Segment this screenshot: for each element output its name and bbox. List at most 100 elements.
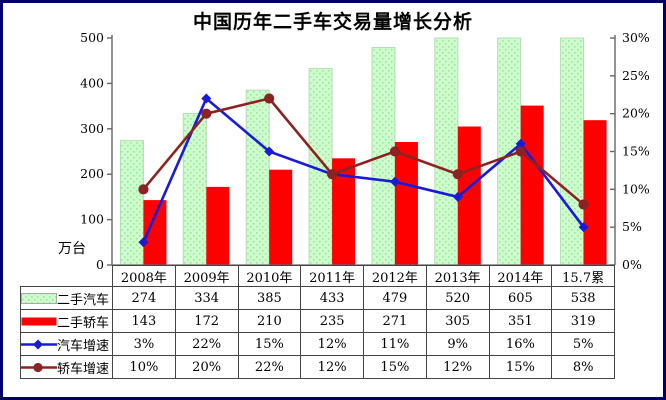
value-cell: 11%: [363, 332, 427, 356]
year-header-cell: 2014年: [488, 265, 553, 287]
value-cell: 385: [237, 286, 302, 310]
circle-marker-icon: [578, 199, 589, 210]
value-cell: 143: [112, 309, 176, 333]
left-axis-tick-label: 100: [80, 212, 104, 227]
left-axis-tick-label: 0: [96, 257, 104, 272]
legend-cell: 二手轿车: [20, 309, 113, 333]
used-car-bar: [560, 37, 585, 266]
diamond-marker-icon: [201, 93, 212, 104]
value-cell: 20%: [174, 355, 239, 379]
table-row: 二手汽车 274 334 385 433 479 520 605 538: [20, 286, 615, 310]
left-axis-unit-label: 万台: [58, 241, 86, 257]
used-sedan-bar: [143, 200, 167, 265]
value-cell: 22%: [174, 332, 239, 356]
year-header-cell: 2013年: [425, 265, 490, 287]
circle-marker-icon: [201, 108, 212, 119]
right-axis-tick-label: 20%: [622, 106, 650, 121]
left-axis-tick-label: 400: [80, 75, 104, 90]
year-header-cell: 15.7累: [551, 265, 615, 287]
red-bar-swatch-icon: [21, 317, 57, 325]
circle-growth-line: [142, 97, 585, 206]
value-cell: 10%: [112, 355, 176, 379]
value-cell: 5%: [551, 332, 615, 356]
circle-marker-icon: [389, 146, 401, 157]
value-cell: 15%: [237, 332, 302, 356]
used-car-bar: [245, 89, 270, 266]
legend-label: 汽车增速: [57, 338, 110, 354]
value-cell: 12%: [300, 355, 364, 379]
circle-marker-icon: [452, 169, 463, 180]
value-cell: 319: [551, 309, 615, 333]
value-cell: 8%: [551, 355, 615, 379]
value-cell: 351: [488, 309, 553, 333]
value-cell: 16%: [488, 332, 553, 356]
circle-marker-icon: [264, 93, 275, 104]
value-cell: 3%: [112, 332, 176, 356]
year-header-cell: 2009年: [174, 265, 239, 287]
left-axis-tick-label: 500: [80, 30, 104, 45]
year-header-cell: 2010年: [237, 265, 302, 287]
value-cell: 22%: [237, 355, 302, 379]
table-row: 汽车增速 3% 22% 15% 12% 11% 9% 16% 5%: [20, 332, 615, 356]
diamond-growth-line: [142, 96, 585, 243]
used-sedan-bar: [520, 105, 544, 265]
used-car-bar: [434, 37, 459, 266]
legend-label: 二手汽车: [57, 292, 110, 308]
year-header-cell: 2011年: [300, 265, 364, 287]
diamond-marker-icon: [515, 138, 526, 149]
year-header-cell: 2008年: [112, 265, 176, 287]
value-cell: 9%: [425, 332, 490, 356]
left-axis-tick-label: 200: [80, 166, 104, 181]
legend-cell: 汽车增速: [20, 332, 113, 356]
table-corner-cell: [21, 266, 113, 287]
diamond-marker-icon: [452, 191, 463, 202]
value-cell: 605: [488, 286, 553, 310]
right-axis-tick-label: 0%: [622, 257, 642, 272]
darkred-line-swatch-icon: [21, 362, 57, 372]
right-axis-tick-label: 25%: [622, 68, 650, 83]
diamond-marker-icon: [578, 222, 589, 233]
value-cell: 433: [300, 286, 364, 310]
used-sedan-bar: [332, 158, 356, 265]
value-cell: 274: [112, 286, 176, 310]
table-row: 轿车增速 10% 20% 22% 12% 15% 12% 15% 8%: [20, 355, 615, 379]
green-bar-swatch-icon: [21, 292, 57, 304]
diamond-marker-icon: [138, 237, 149, 248]
used-car-bar: [119, 140, 144, 266]
table-header-row: 2008年 2009年 2010年 2011年 2012年 2013年 2014年 15.7累: [21, 265, 615, 287]
used-sedan-bar: [457, 126, 481, 265]
value-cell: 15%: [363, 355, 427, 379]
value-cell: 12%: [300, 332, 364, 356]
value-cell: 305: [425, 309, 490, 333]
right-axis-tick-label: 15%: [622, 144, 650, 159]
circle-marker-icon: [515, 146, 526, 157]
legend-cell: 轿车增速: [20, 355, 113, 379]
data-table: 2008年 2009年 2010年 2011年 2012年 2013年 2014年 15.7累…: [20, 265, 615, 379]
used-sedan-bar: [269, 169, 293, 265]
right-axis-tick-label: 10%: [622, 181, 650, 196]
legend-label: 轿车增速: [57, 361, 110, 377]
used-sedan-bar: [394, 142, 418, 265]
value-cell: 172: [174, 309, 239, 333]
diamond-marker-icon: [389, 176, 400, 187]
value-cell: 334: [174, 286, 239, 310]
value-cell: 235: [300, 309, 364, 333]
value-cell: 479: [363, 286, 427, 310]
used-sedan-bar: [583, 120, 607, 265]
table-row: 二手轿车 143 172 210 235 271 305 351 319: [20, 309, 615, 333]
used-sedan-bar: [206, 186, 230, 265]
blue-line-swatch-icon: [21, 339, 57, 349]
legend-cell: 二手汽车: [20, 286, 113, 310]
value-cell: 210: [237, 309, 302, 333]
year-header-cell: 2012年: [363, 265, 427, 287]
legend-label: 二手轿车: [57, 315, 110, 331]
chart-title: 中国历年二手车交易量增长分析: [192, 11, 473, 33]
value-cell: 271: [363, 309, 427, 333]
value-cell: 520: [425, 286, 490, 310]
circle-marker-icon: [138, 184, 149, 195]
value-cell: 15%: [488, 355, 553, 379]
diamond-marker-icon: [264, 146, 275, 157]
right-axis-tick-label: 30%: [622, 30, 650, 45]
